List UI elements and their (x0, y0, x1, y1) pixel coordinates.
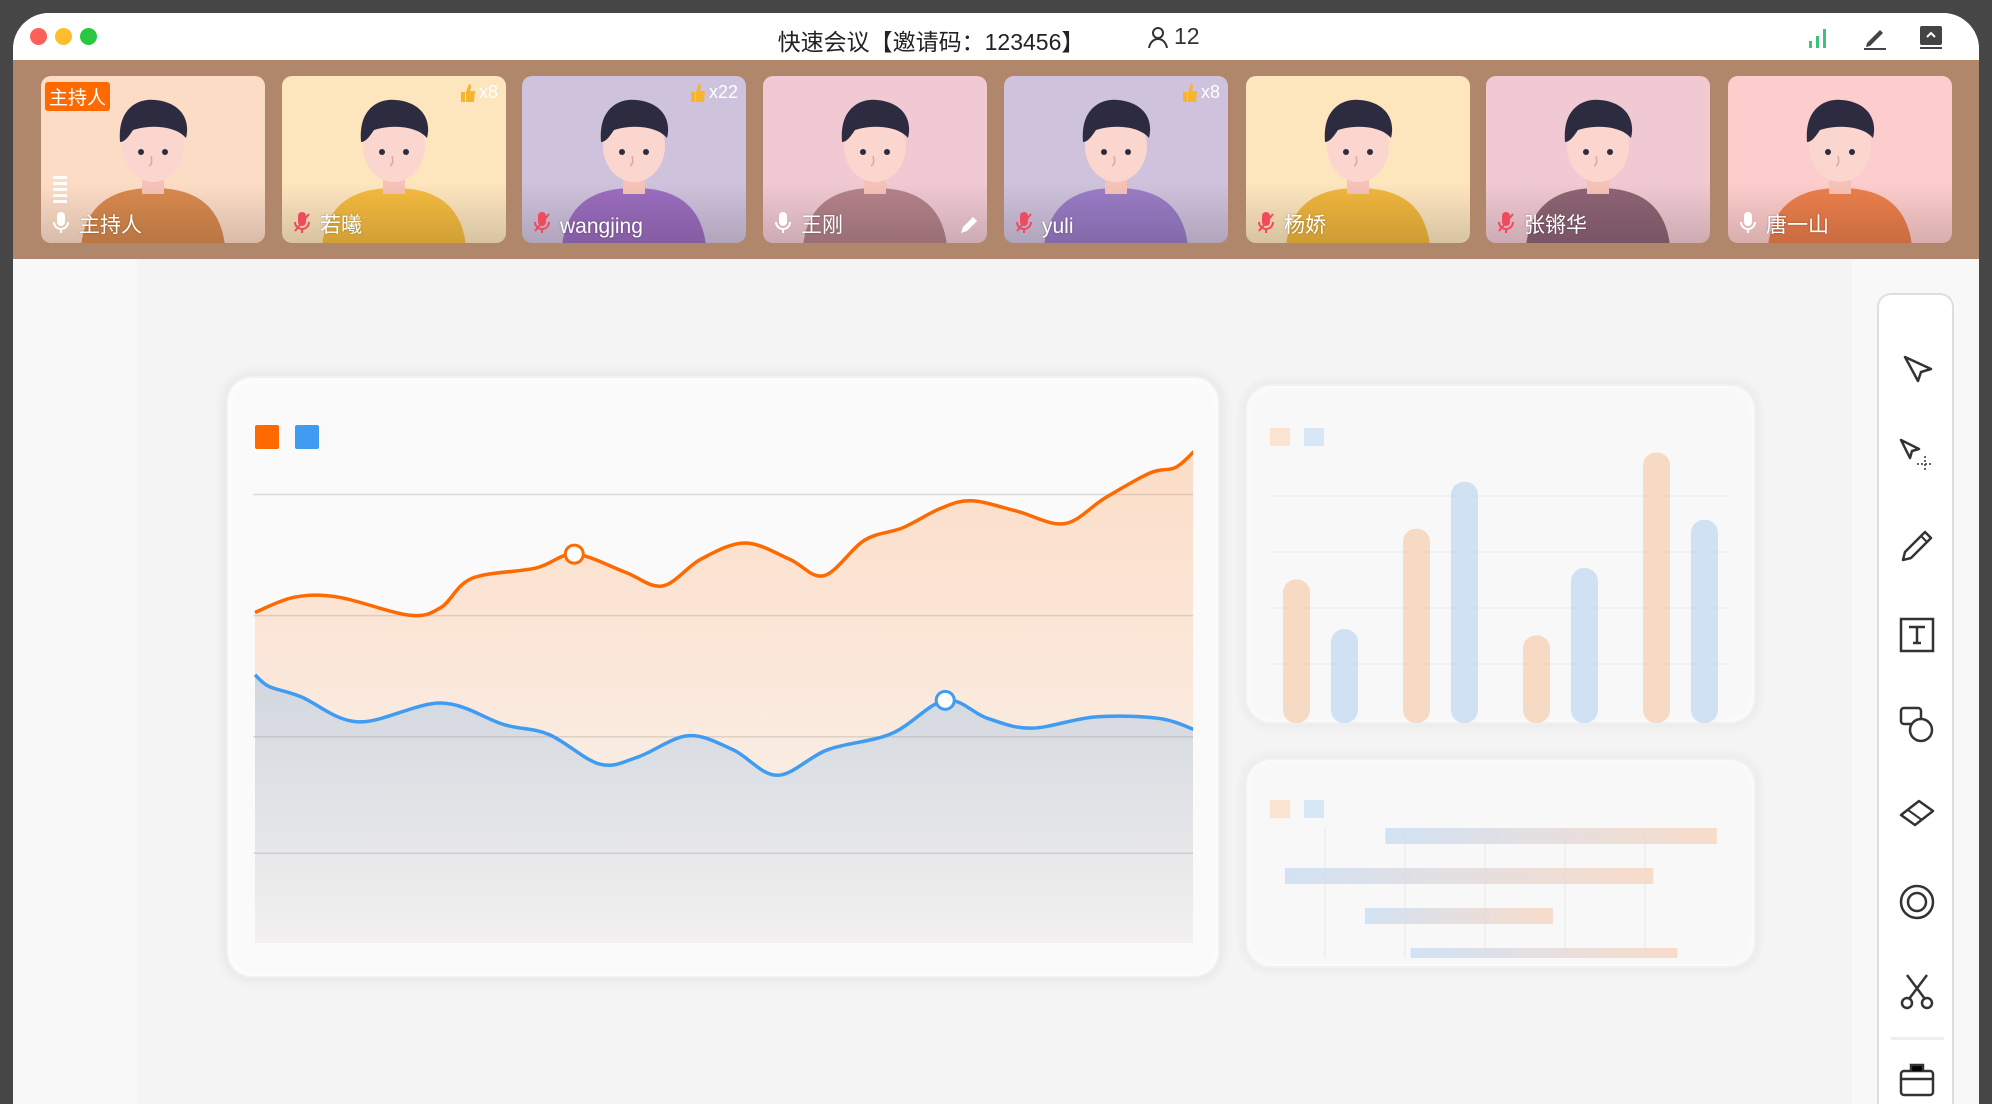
mic-muted-icon[interactable] (292, 211, 312, 235)
avatar (562, 99, 706, 243)
mic-muted-icon[interactable] (532, 211, 552, 235)
laser-pointer-icon[interactable] (1897, 882, 1937, 922)
participant-tile[interactable]: 杨娇 (1246, 76, 1470, 243)
participant-name: 王刚 (801, 214, 843, 237)
participant-name: 主持人 (79, 214, 142, 237)
pencil-icon[interactable] (1897, 526, 1937, 566)
horizontal-bar-chart (1270, 800, 1717, 958)
legend-swatch-blue (295, 425, 319, 449)
participant-count: 12 (1174, 23, 1200, 49)
text-icon[interactable] (1897, 615, 1937, 655)
participant-tile[interactable]: 王刚 (763, 76, 987, 243)
participant-tile[interactable]: x22 wangjing (522, 76, 746, 243)
avatar (1286, 99, 1430, 243)
user-icon (1148, 26, 1168, 48)
horizontal-bar-card (1245, 758, 1756, 968)
participant-name: wangjing (560, 215, 643, 238)
blue-series-line (253, 673, 1193, 778)
likes-count: x22 (689, 82, 738, 103)
likes-count: x8 (1181, 82, 1220, 103)
mic-muted-icon[interactable] (1496, 211, 1516, 235)
avatar (1526, 99, 1670, 243)
participant-tile[interactable]: 唐一山 (1728, 76, 1952, 243)
whiteboard-toolbar (1877, 293, 1954, 1104)
volume-indicator (53, 176, 67, 206)
toolbar-divider (1891, 1037, 1944, 1040)
series-area (255, 674, 1193, 943)
horizontal-bar (1285, 868, 1654, 884)
orange-series-line (254, 450, 1193, 618)
participant-name: 若曦 (320, 214, 362, 237)
participant-count-button[interactable]: 12 (1146, 23, 1200, 50)
bar (1403, 528, 1430, 723)
participant-tile[interactable]: 主持人 主持人 (41, 76, 265, 243)
signal-strength-icon[interactable] (1805, 23, 1833, 51)
shapes-icon[interactable] (1897, 704, 1937, 744)
likes-count: x8 (459, 82, 498, 103)
left-panel (13, 259, 137, 1104)
horizontal-bar (1410, 948, 1678, 958)
participant-name: 张锵华 (1524, 214, 1587, 237)
bar-chart (1270, 428, 1730, 723)
bar (1331, 629, 1358, 723)
data-point-marker[interactable] (934, 689, 956, 711)
bar (1523, 635, 1550, 723)
screen-share-icon[interactable] (1917, 23, 1945, 51)
mic-muted-icon[interactable] (1014, 211, 1034, 235)
horizontal-bar (1385, 828, 1717, 844)
meeting-title: 快速会议【邀请码：123456】 (777, 29, 1085, 55)
avatar (81, 99, 225, 243)
meeting-window: 快速会议【邀请码：123456】 12 主持人 主持人 x8 若曦 x22 wa… (13, 13, 1979, 1104)
select-icon[interactable] (1897, 349, 1937, 389)
bar (1451, 481, 1478, 723)
move-select-icon[interactable] (1897, 436, 1937, 476)
line-chart (253, 450, 1193, 943)
avatar (322, 99, 466, 243)
legend-swatch (1270, 800, 1290, 818)
participant-tile[interactable]: x8 若曦 (282, 76, 506, 243)
participant-tile[interactable]: 张锵华 (1486, 76, 1710, 243)
participant-strip: 主持人 主持人 x8 若曦 x22 wangjing 王刚 x8 yuli (13, 60, 1979, 259)
mic-icon[interactable] (1738, 211, 1758, 235)
minimize-window-button[interactable] (55, 28, 72, 45)
maximize-window-button[interactable] (80, 28, 97, 45)
participant-tile[interactable]: x8 yuli (1004, 76, 1228, 243)
eraser-icon[interactable] (1897, 793, 1937, 833)
bar (1571, 568, 1598, 723)
mic-icon[interactable] (51, 211, 71, 235)
horizontal-bar (1365, 908, 1553, 924)
legend-swatch-orange (255, 425, 279, 449)
bar (1283, 579, 1310, 723)
avatar (1768, 99, 1912, 243)
scissors-icon[interactable] (1897, 971, 1937, 1011)
bar (1643, 452, 1670, 723)
mic-icon[interactable] (773, 211, 793, 235)
thumbs-up-icon (1182, 83, 1197, 102)
thumbs-up-icon (690, 83, 705, 102)
participant-name: 杨娇 (1284, 214, 1326, 237)
bar (1691, 519, 1718, 723)
annotate-pen-icon[interactable] (1861, 23, 1889, 51)
drawing-permission-icon (961, 217, 977, 233)
title-bar: 快速会议【邀请码：123456】 12 (13, 13, 1979, 60)
host-badge: 主持人 (45, 82, 111, 111)
toolbox-icon[interactable] (1897, 1059, 1937, 1099)
legend-swatch (1304, 800, 1324, 818)
avatar (803, 99, 947, 243)
close-window-button[interactable] (30, 28, 47, 45)
thumbs-up-icon (460, 83, 475, 102)
participant-name: 唐一山 (1766, 214, 1829, 237)
bar-chart-card (1245, 384, 1756, 724)
legend-swatch (1304, 428, 1324, 446)
data-point-marker[interactable] (563, 543, 585, 565)
legend-swatch (1270, 428, 1290, 446)
avatar (1044, 99, 1188, 243)
participant-name: yuli (1042, 215, 1074, 238)
mic-muted-icon[interactable] (1256, 211, 1276, 235)
